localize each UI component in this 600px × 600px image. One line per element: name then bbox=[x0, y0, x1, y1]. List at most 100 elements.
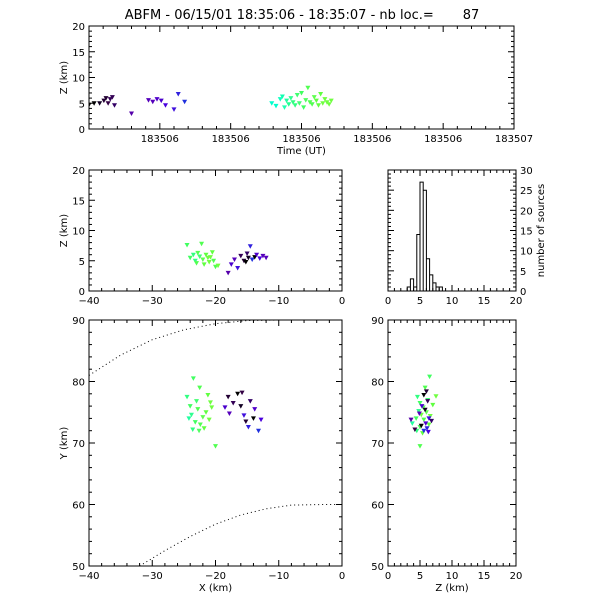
source-point bbox=[154, 97, 160, 102]
source-point bbox=[222, 405, 228, 410]
x-tick-label: 10 bbox=[446, 296, 459, 307]
x-tick-label: −20 bbox=[205, 296, 226, 307]
y-tick-label: 10 bbox=[520, 247, 533, 258]
panel-zy: 0 5 10 15 20 50 60 70 80 90 Z (km) bbox=[371, 316, 522, 594]
source-point bbox=[294, 93, 300, 98]
source-point bbox=[252, 255, 258, 260]
source-point bbox=[225, 270, 231, 276]
source-point bbox=[290, 100, 296, 105]
plot-frame bbox=[88, 169, 343, 292]
source-point bbox=[425, 429, 431, 435]
source-point bbox=[235, 391, 241, 397]
x-tick-label: 5 bbox=[417, 296, 423, 307]
y-tick-label: 10 bbox=[72, 74, 85, 85]
source-point bbox=[206, 417, 212, 423]
plot-area bbox=[408, 374, 439, 449]
source-point bbox=[203, 252, 209, 258]
x-tick-label: −40 bbox=[78, 571, 99, 582]
source-point bbox=[322, 97, 328, 102]
y-tick-label: 60 bbox=[72, 501, 85, 512]
source-point bbox=[245, 425, 251, 430]
source-point bbox=[326, 102, 332, 107]
y-tick-label: 70 bbox=[371, 439, 384, 450]
source-point bbox=[187, 255, 193, 261]
source-point bbox=[247, 399, 253, 404]
source-point bbox=[107, 97, 113, 102]
source-point bbox=[105, 101, 111, 106]
source-point bbox=[417, 401, 423, 406]
x-tick-label: 0 bbox=[385, 571, 391, 582]
source-point bbox=[433, 394, 439, 399]
y-tick-label: 80 bbox=[371, 378, 384, 389]
y-tick-label: 50 bbox=[72, 562, 85, 573]
y-axis-label: Z (km) bbox=[59, 61, 70, 94]
x-tick-label: −40 bbox=[78, 296, 99, 307]
source-point bbox=[190, 427, 196, 432]
source-point bbox=[89, 102, 92, 108]
source-point bbox=[196, 428, 202, 434]
source-point bbox=[207, 400, 213, 405]
y-tick-label: 15 bbox=[72, 48, 85, 59]
source-point bbox=[175, 91, 181, 97]
source-point bbox=[192, 258, 198, 264]
source-point bbox=[190, 376, 196, 381]
source-point bbox=[421, 417, 427, 423]
source-point bbox=[231, 257, 237, 263]
x-tick-label: 15 bbox=[478, 571, 491, 582]
source-point bbox=[228, 262, 234, 267]
x-tick-label: −10 bbox=[268, 571, 289, 582]
source-point bbox=[318, 91, 324, 97]
source-point bbox=[150, 99, 156, 105]
range-ring bbox=[139, 504, 342, 566]
source-point bbox=[303, 98, 309, 103]
y-tick-label: 90 bbox=[72, 316, 85, 327]
x-tick-label: −30 bbox=[142, 296, 163, 307]
x-tick-label: 183507 bbox=[495, 134, 533, 145]
histogram-outline bbox=[388, 181, 516, 291]
source-point bbox=[249, 257, 255, 263]
source-point bbox=[91, 101, 97, 106]
source-point bbox=[425, 399, 431, 404]
source-point bbox=[424, 426, 430, 431]
source-point bbox=[192, 420, 198, 425]
source-point bbox=[103, 96, 109, 101]
source-point bbox=[194, 399, 200, 404]
source-point bbox=[260, 253, 266, 259]
source-point bbox=[195, 250, 201, 256]
source-point bbox=[238, 404, 244, 409]
x-tick-label: 5 bbox=[417, 571, 423, 582]
source-point bbox=[301, 105, 307, 110]
source-point bbox=[409, 421, 415, 426]
y-tick-label: 20 bbox=[520, 206, 533, 217]
y-tick-label: 15 bbox=[520, 227, 533, 238]
source-point bbox=[416, 411, 422, 416]
source-point bbox=[258, 417, 264, 423]
source-point bbox=[422, 407, 428, 413]
x-tick-label: 0 bbox=[385, 296, 391, 307]
source-point bbox=[429, 418, 435, 424]
source-point bbox=[427, 374, 433, 380]
plot-frame bbox=[387, 319, 517, 567]
x-tick-label: −30 bbox=[142, 571, 163, 582]
source-point bbox=[97, 101, 103, 106]
source-point bbox=[273, 103, 279, 109]
x-tick-label: 183506 bbox=[353, 134, 391, 145]
source-point bbox=[239, 390, 245, 396]
source-point bbox=[419, 404, 425, 409]
source-point bbox=[426, 416, 432, 421]
y-tick-label: 20 bbox=[72, 22, 85, 33]
source-point bbox=[201, 262, 207, 267]
source-point bbox=[413, 416, 419, 421]
source-point bbox=[408, 417, 414, 423]
plot-frame bbox=[88, 25, 515, 130]
source-point bbox=[211, 258, 217, 264]
source-point bbox=[199, 241, 205, 247]
source-point bbox=[421, 393, 427, 398]
source-point bbox=[206, 259, 212, 265]
plot-area bbox=[89, 85, 334, 117]
panel-xy: −40 −30 −20 −10 0 50 60 70 80 90 X (km) Y (km) bbox=[59, 316, 345, 594]
source-point bbox=[209, 405, 215, 410]
x-axis-label: Z (km) bbox=[435, 583, 468, 594]
source-point bbox=[316, 103, 321, 108]
